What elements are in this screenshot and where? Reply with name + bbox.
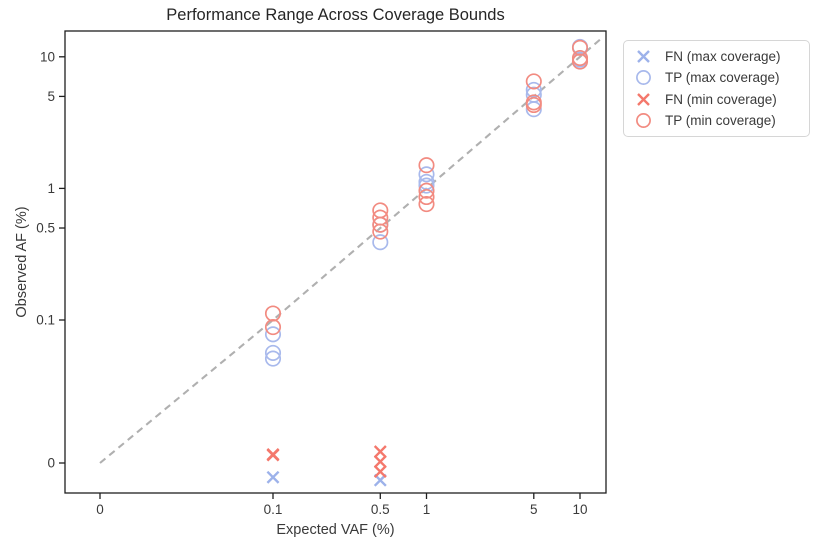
x-marker-icon bbox=[632, 91, 654, 108]
legend-item: FN (min coverage) bbox=[632, 89, 801, 110]
data-point-circle bbox=[372, 234, 389, 251]
data-point-x bbox=[266, 470, 280, 484]
series-2 bbox=[264, 38, 589, 367]
x-tick-label: 1 bbox=[423, 502, 431, 517]
data-point-circle bbox=[264, 305, 282, 322]
data-point-circle bbox=[264, 350, 282, 367]
plot-spines bbox=[64, 30, 607, 494]
x-tick-label: 0.5 bbox=[371, 502, 390, 517]
y-tick-label: 0.1 bbox=[36, 313, 55, 328]
circle-marker-icon bbox=[632, 69, 654, 86]
legend-label: FN (max coverage) bbox=[665, 49, 781, 65]
data-point-circle bbox=[264, 319, 282, 336]
y-tick-label: 1 bbox=[47, 181, 55, 196]
legend-label: FN (min coverage) bbox=[665, 91, 777, 107]
x-tick-label: 10 bbox=[572, 502, 587, 517]
data-point-circle bbox=[525, 73, 542, 90]
series-3 bbox=[266, 445, 387, 479]
y-tick-label: 0 bbox=[47, 456, 55, 471]
circle-marker-icon bbox=[632, 112, 654, 129]
x-tick-label: 0.1 bbox=[264, 502, 283, 517]
y-tick-label: 0.5 bbox=[36, 221, 55, 236]
data-point-x bbox=[373, 455, 387, 469]
legend-item: FN (max coverage) bbox=[632, 46, 801, 67]
series-4 bbox=[264, 39, 589, 336]
x-marker-icon bbox=[632, 48, 654, 65]
y-tick-label: 5 bbox=[47, 89, 55, 104]
y-tick-label: 10 bbox=[40, 49, 55, 64]
data-point-circle bbox=[418, 177, 435, 194]
x-tick-label: 0 bbox=[96, 502, 104, 517]
x-tick-label: 5 bbox=[530, 502, 538, 517]
identity-line bbox=[99, 38, 601, 464]
legend-label: TP (min coverage) bbox=[665, 112, 776, 128]
data-point-circle bbox=[264, 344, 282, 361]
legend: FN (max coverage) TP (max coverage) FN (mi… bbox=[623, 40, 810, 137]
data-point-circle bbox=[372, 223, 389, 240]
data-point-circle bbox=[525, 101, 542, 118]
data-point-x bbox=[266, 448, 280, 462]
data-point-x bbox=[373, 445, 387, 459]
data-point-circle bbox=[525, 96, 542, 114]
chart-title: Performance Range Across Coverage Bounds bbox=[166, 6, 505, 24]
data-point-circle bbox=[418, 157, 435, 174]
data-point-circle bbox=[418, 188, 435, 206]
legend-item: TP (max coverage) bbox=[632, 67, 801, 88]
data-point-circle bbox=[418, 196, 435, 213]
series-1 bbox=[266, 470, 387, 487]
data-point-circle bbox=[264, 326, 282, 343]
data-point-circle bbox=[418, 166, 435, 183]
data-point-x bbox=[373, 465, 387, 479]
data-point-circle bbox=[372, 216, 389, 233]
y-axis-label: Observed AF (%) bbox=[14, 206, 30, 318]
legend-label: TP (max coverage) bbox=[665, 70, 780, 86]
x-axis-label: Expected VAF (%) bbox=[276, 522, 395, 538]
data-point-circle bbox=[571, 53, 589, 70]
data-point-circle bbox=[418, 182, 435, 199]
legend-item: TP (min coverage) bbox=[632, 110, 801, 131]
